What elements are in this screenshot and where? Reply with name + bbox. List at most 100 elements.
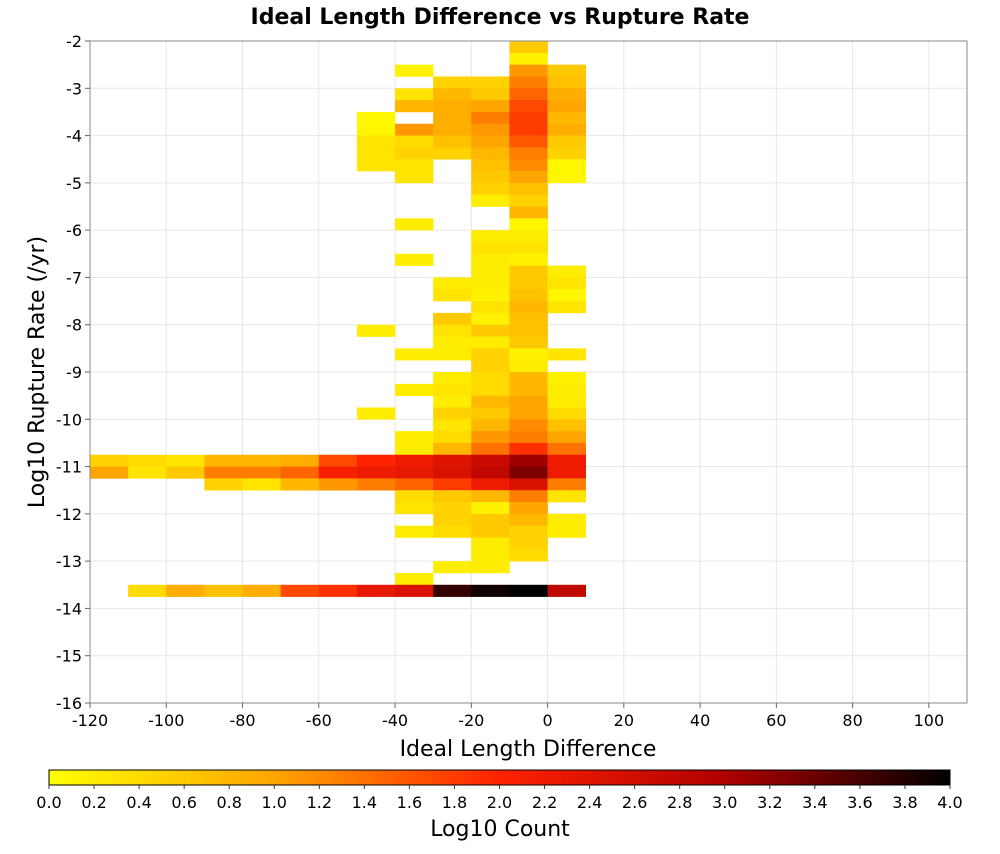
heatmap-cell [509,454,548,467]
heatmap-cell [547,454,586,467]
heatmap-cell [433,348,472,361]
x-tick-label: -40 [382,711,408,730]
heatmap-cell [280,584,320,597]
colorbar-tick-label: 0.4 [126,793,151,812]
heatmap-cell [356,407,396,420]
colorbar-tick-label: 4.0 [937,793,962,812]
chart-title: Ideal Length Difference vs Rupture Rate [251,5,750,30]
heatmap-cell [433,100,472,113]
heatmap-cell [509,502,548,515]
heatmap-cell [471,561,510,574]
heatmap-cell [395,135,434,148]
heatmap-cell [509,537,548,550]
colorbar-tick-label: 0.0 [36,793,61,812]
y-tick-label: -11 [56,458,82,477]
colorbar-tick-label: 1.6 [397,793,422,812]
heatmap-cell [204,454,243,467]
heatmap-cell [356,135,396,148]
heatmap-cell [547,135,586,148]
heatmap-cell [547,289,586,302]
heatmap-cell [471,549,510,562]
x-tick-label: 60 [766,711,786,730]
heatmap-cell [509,513,548,526]
heatmap-cell [471,383,510,396]
heatmap-cell [242,466,281,479]
heatmap-cell [433,76,472,89]
x-axis-ticks: -120 -100 -80 -60 -40 -20 0 20 40 60 80 100 [72,703,944,730]
heatmap-cell [471,395,510,408]
heatmap-cell [204,466,243,479]
heatmap-cell [471,502,510,515]
y-tick-label: -7 [66,268,82,287]
heatmap-cell [471,88,510,101]
heatmap-cell [471,525,510,538]
heatmap-cell [471,454,510,467]
heatmap-cell [395,442,434,456]
heatmap-cell [395,171,434,184]
heatmap-cell [433,561,472,574]
heatmap-cell [547,372,586,385]
heatmap-cell [318,466,358,479]
heatmap-cell [471,230,510,243]
heatmap-cell [509,147,548,160]
heatmap-cell [509,312,548,326]
heatmap-cell [204,584,243,597]
heatmap-cell [433,490,472,503]
heatmap-cell [509,348,548,361]
heatmap-cell [395,431,434,444]
heatmap-cell [547,513,586,526]
heatmap-cell [471,123,510,136]
heatmap-cell [547,123,586,136]
y-tick-label: -16 [56,694,82,713]
heatmap-cell [433,277,472,290]
y-tick-label: -4 [66,127,82,146]
heatmap-cell [242,454,281,467]
y-tick-label: -3 [66,79,82,98]
heatmap-cell [509,301,548,314]
heatmap-cell [547,111,586,125]
heatmap-cell [509,395,548,408]
heatmap-cell [509,253,548,266]
heatmap-cell [395,64,434,77]
heatmap-cell [471,147,510,160]
heatmap-cell [509,324,548,337]
heatmap-cell [547,395,586,408]
x-tick-label: 40 [690,711,710,730]
y-axis-label: Log10 Rupture Rate (/yr) [25,236,50,508]
heatmap-cell [395,454,434,467]
heatmap-cell [471,513,510,526]
heatmap-cell [395,348,434,361]
y-tick-label: -15 [56,647,82,666]
heatmap-cell [547,584,586,597]
heatmap-cell [471,442,510,456]
heatmap-cell [433,147,472,160]
y-tick-label: -12 [56,505,82,524]
heatmap-cell [433,419,472,432]
colorbar-tick-label: 3.0 [712,793,737,812]
heatmap-cell [509,52,548,65]
heatmap-cell [471,241,510,255]
heatmap-cell [547,419,586,432]
x-tick-label: -60 [306,711,332,730]
heatmap-cell [547,431,586,444]
colorbar-label: Log10 Count [430,817,570,842]
heatmap-cell [509,206,548,219]
heatmap-cell [433,525,472,538]
heatmap-cell [433,431,472,444]
heatmap-cell [547,88,586,101]
heatmap-cell [128,466,167,479]
y-axis-ticks: -2 -3 -4 -5 -6 -7 -8 -9 -10 -11 -12 -13 -14 -15 -16 [56,32,90,713]
heatmap-cell [395,502,434,515]
heatmap-cell [509,41,548,54]
heatmap-cell [547,490,586,503]
heatmap-cell [471,111,510,125]
heatmap-cell [547,466,586,479]
heatmap-cell [509,159,548,172]
heatmap-cell [509,407,548,420]
heatmap-cell [509,88,548,101]
heatmap-cell [166,454,205,467]
colorbar-tick-label: 2.6 [622,793,647,812]
heatmap-cell [509,372,548,385]
heatmap-cell [509,525,548,538]
